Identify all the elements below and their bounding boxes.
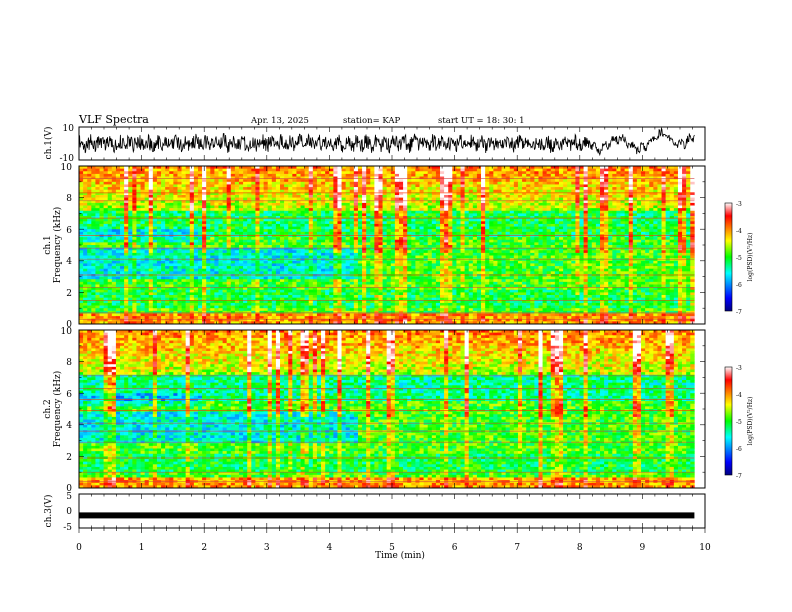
ch1-spectrogram-image xyxy=(79,166,695,324)
ch1-colorbar-label: log(PSD)(V²/Hz) xyxy=(747,233,754,282)
ch2-colorbar-tick: -5 xyxy=(736,419,742,426)
time-tick-label: 3 xyxy=(264,543,270,553)
ch1-colorbar-tick: -3 xyxy=(736,201,742,208)
time-tick-label: 7 xyxy=(514,543,520,553)
ch2-spec-ytick-2: 2 xyxy=(66,453,72,463)
ch1-colorbar-tick: -5 xyxy=(736,255,742,262)
ch1-spec-ytick-10: 10 xyxy=(61,163,73,173)
ch2-colorbar-tick: -4 xyxy=(736,392,742,399)
ch3-waveform-trace xyxy=(79,512,694,518)
time-tick-label: 4 xyxy=(327,543,333,553)
ch2-colorbar-tick: -7 xyxy=(736,473,742,480)
ch1-colorbar-tick: -4 xyxy=(736,228,742,235)
time-axis-label: Time (min) xyxy=(375,550,425,561)
ch1-spectrogram-panel: 0 2 4 6 8 10 ch.1 Frequency (kHz) xyxy=(43,163,705,330)
ch2-colorbar: -3 -4 -5 -6 -7 log(PSD)(V²/Hz) xyxy=(725,365,754,480)
ch2-spec-ytick-4: 4 xyxy=(66,421,72,431)
ch1-ytick-top: 10 xyxy=(63,124,75,134)
ch1-waveform-trace xyxy=(79,128,694,155)
ch3-ytick-minus5: -5 xyxy=(63,523,72,533)
ch2-spec-ytick-10: 10 xyxy=(61,327,73,337)
date-label: Apr. 13, 2025 xyxy=(250,116,309,126)
ch3-waveform-frame xyxy=(79,494,705,528)
ch2-spec-ylabel-prefix: ch.2 xyxy=(43,399,53,418)
ch1-spec-ytick-4: 4 xyxy=(66,257,72,267)
ch1-waveform-line xyxy=(79,128,694,155)
ch2-colorbar-label: log(PSD)(V²/Hz) xyxy=(747,397,754,446)
start-time-label: start UT = 18: 30: 1 xyxy=(438,116,525,126)
time-tick-label: 10 xyxy=(699,543,711,553)
ch2-colorbar-tick: -6 xyxy=(736,446,742,453)
ch1-colorbar-tick: -6 xyxy=(736,282,742,289)
ch2-colorbar-scale xyxy=(725,367,732,475)
ch1-spec-ytick-2: 2 xyxy=(66,289,72,299)
figure-title: VLF Spectra xyxy=(78,113,149,126)
ch1-spec-ylabel-prefix: ch.1 xyxy=(43,235,53,254)
time-tick-label: 1 xyxy=(139,543,145,553)
time-tick-label: 6 xyxy=(452,543,458,553)
time-tick-label: 2 xyxy=(201,543,207,553)
ch2-spec-ytick-6: 6 xyxy=(66,390,72,400)
station-label: station= KAP xyxy=(343,116,401,126)
ch1-waveform-ylabel: ch.1(V) xyxy=(43,127,54,160)
vlf-figure: VLF Spectra Apr. 13, 2025 station= KAP s… xyxy=(0,0,792,612)
ch1-spec-ytick-8: 8 xyxy=(66,194,72,204)
ch1-colorbar: -3 -4 -5 -6 -7 log(PSD)(V²/Hz) xyxy=(725,201,754,316)
ch1-waveform-panel: 10 -10 ch.1(V) xyxy=(43,124,705,164)
ch3-waveform-ylabel: ch.3(V) xyxy=(43,495,54,528)
ch1-colorbar-scale xyxy=(725,203,732,311)
ch2-spec-ytick-8: 8 xyxy=(66,358,72,368)
time-tick-label: 9 xyxy=(640,543,646,553)
ch1-spec-ylabel: Frequency (kHz) xyxy=(52,207,63,284)
ch1-spec-ytick-6: 6 xyxy=(66,226,72,236)
ch2-spec-ylabel: Frequency (kHz) xyxy=(52,371,63,448)
time-tick-label: 0 xyxy=(76,543,82,553)
ch3-ytick-0: 0 xyxy=(66,507,72,517)
ch1-colorbar-tick: -7 xyxy=(736,309,742,316)
ch3-waveform-panel: 5 0 -5 ch.3(V) xyxy=(43,492,705,533)
ch3-ytick-5: 5 xyxy=(66,492,72,502)
time-tick-label: 8 xyxy=(577,543,583,553)
ch2-colorbar-tick: -3 xyxy=(736,365,742,372)
ch2-spectrogram-image xyxy=(79,330,695,488)
ch2-spectrogram-panel: 0 2 4 6 8 10 ch.2 Frequency (kHz) xyxy=(43,327,705,494)
